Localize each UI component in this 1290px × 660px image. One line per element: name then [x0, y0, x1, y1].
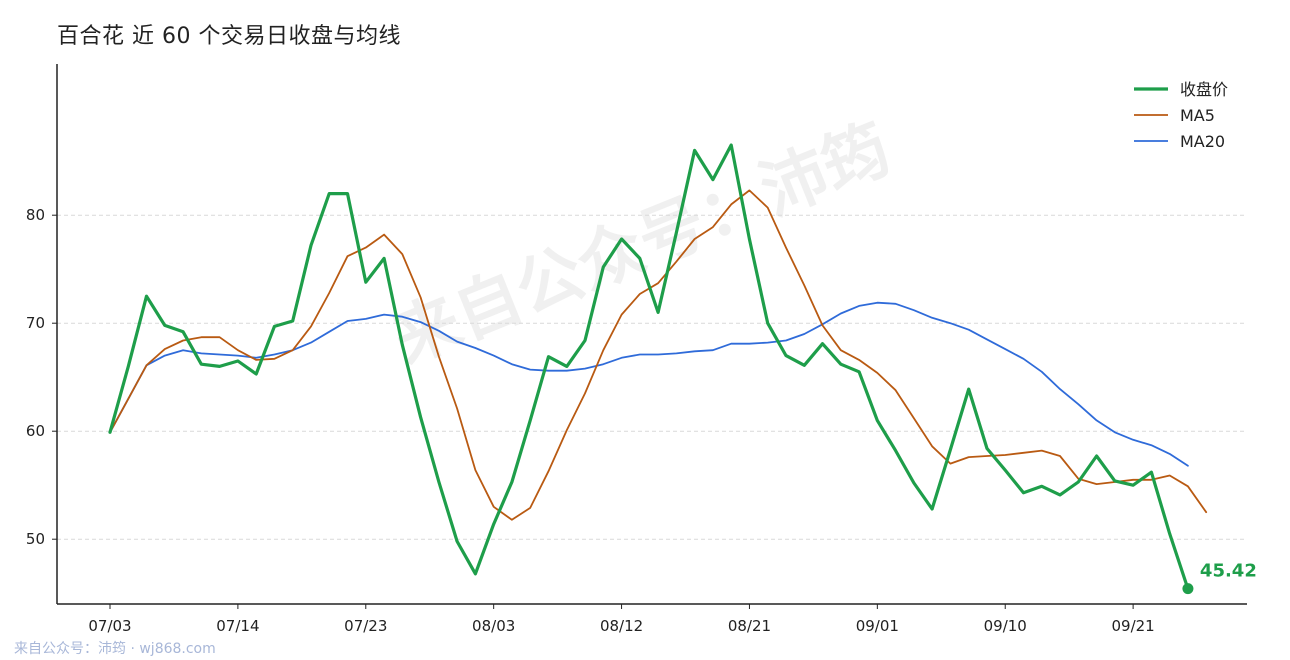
- grid-layer: [57, 214, 1247, 540]
- x-tick-label: 08/21: [728, 617, 771, 635]
- y-tick-label: 80: [26, 206, 45, 224]
- y-tick-label: 50: [26, 530, 45, 548]
- legend-item-close: 收盘价: [1180, 80, 1228, 99]
- last-value-label: 45.42: [1200, 561, 1257, 582]
- ma20-line: [109, 301, 1189, 467]
- x-tick-label: 09/01: [856, 617, 899, 635]
- x-tick-label: 08/03: [472, 617, 515, 635]
- close-price-line: [108, 143, 1190, 591]
- legend: 收盘价 MA5 MA20: [1134, 80, 1228, 151]
- watermark-layer: 来自公众号：沛筠: [382, 110, 900, 379]
- last-value-marker: [1182, 583, 1194, 595]
- x-tick-label: 09/21: [1112, 617, 1155, 635]
- ma5-line: [109, 189, 1208, 521]
- legend-item-ma5: MA5: [1180, 106, 1215, 125]
- y-tick-label: 70: [26, 314, 45, 332]
- axes-layer: 50 60 70 80 07/03 07/14 07/23 08/03 08/12 08/21 09…: [26, 64, 1247, 635]
- x-tick-label: 07/14: [216, 617, 259, 635]
- x-tick-label: 07/03: [88, 617, 131, 635]
- x-tick-label: 09/10: [984, 617, 1027, 635]
- chart-title: 百合花 近 60 个交易日收盘与均线: [57, 24, 401, 49]
- x-tick-label: 08/12: [600, 617, 643, 635]
- x-tick-label: 07/23: [344, 617, 387, 635]
- legend-item-ma20: MA20: [1180, 132, 1225, 151]
- watermark-footer: 来自公众号：沛筠 · wj868.com: [14, 641, 216, 657]
- y-tick-label: 60: [26, 422, 45, 440]
- watermark-diagonal: 来自公众号：沛筠: [382, 110, 900, 379]
- series-layer: 45.42: [108, 143, 1257, 595]
